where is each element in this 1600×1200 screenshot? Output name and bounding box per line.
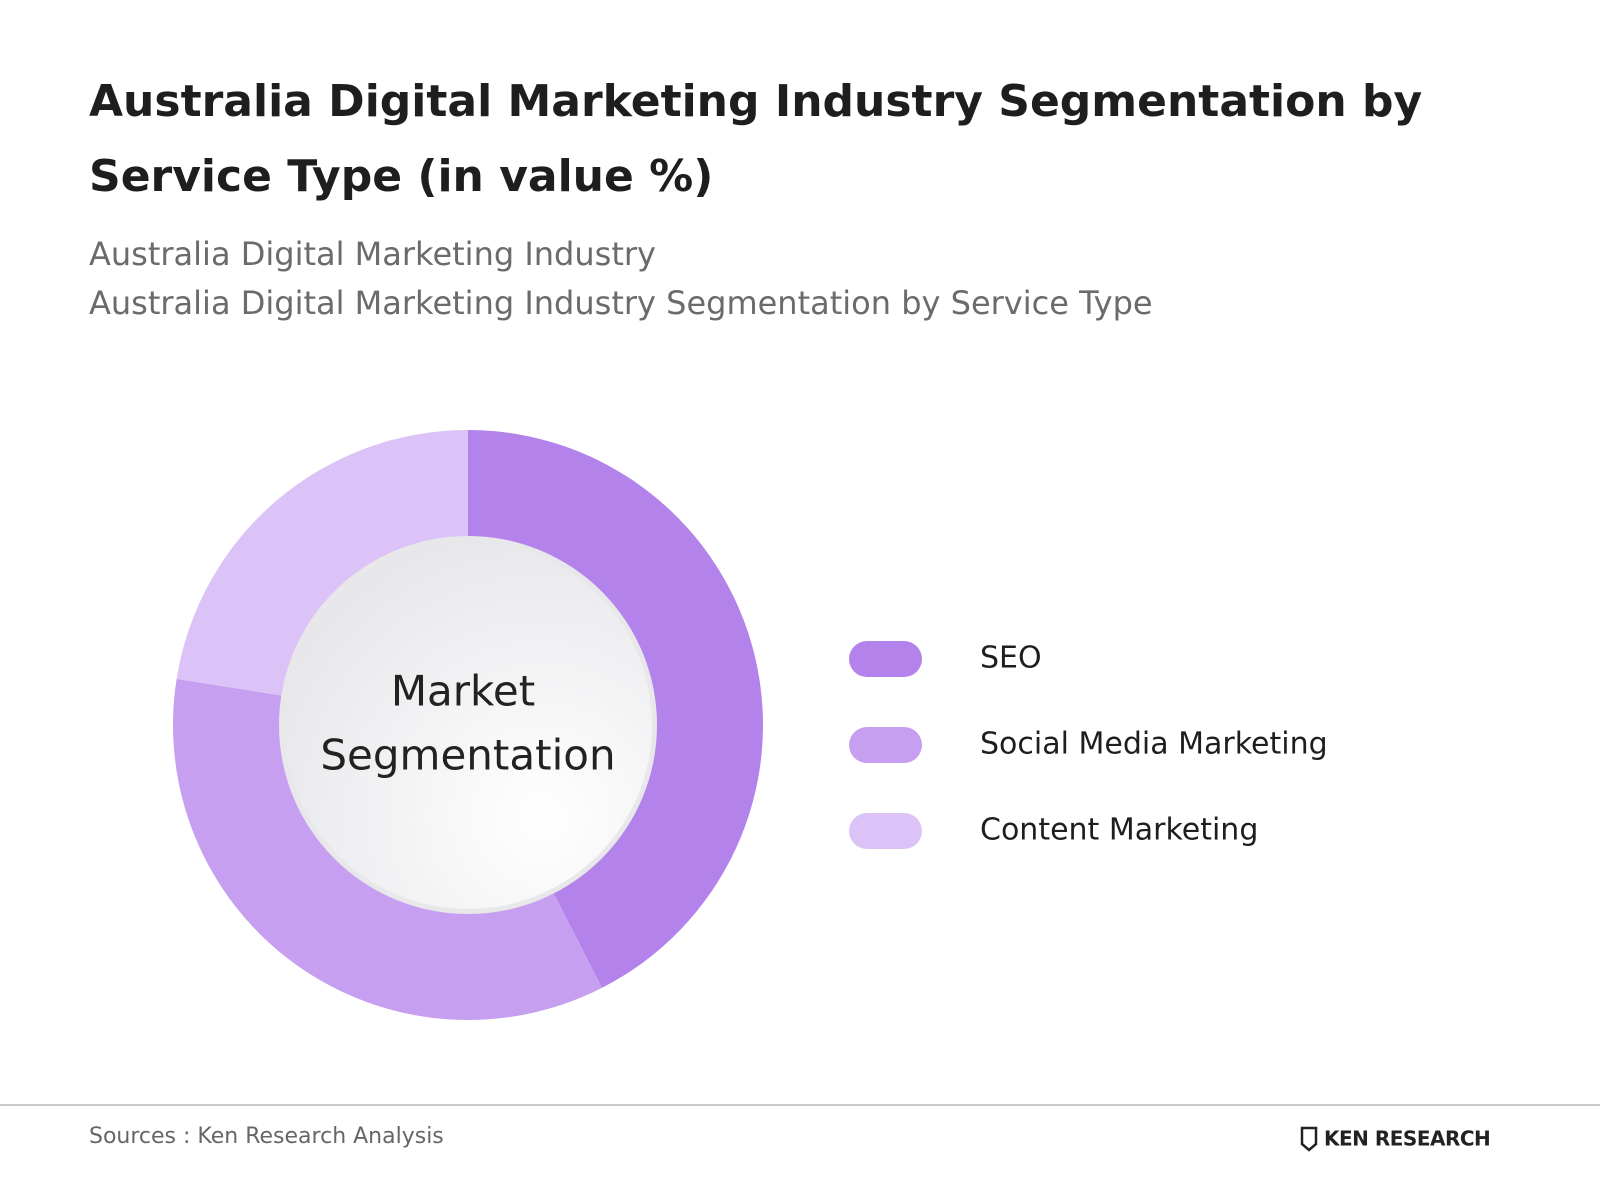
source: Sources : Ken Research Analysis: [89, 1124, 444, 1149]
logo: KEN RESEARCH: [1324, 1127, 1490, 1151]
subtitle: Australia Digital Marketing Industry Seg…: [89, 284, 1153, 322]
legend-label: Content Marketing: [980, 813, 1258, 848]
legend-label: Social Media Marketing: [980, 727, 1328, 762]
center-label: Segmentation: [320, 731, 615, 780]
center-label: Market: [391, 667, 535, 716]
donut-segment: [173, 678, 602, 1020]
legend-swatch: [849, 641, 922, 677]
logo-icon: [1300, 1126, 1318, 1152]
hole: [284, 541, 652, 909]
chart-title: Service Type (in value %): [89, 151, 713, 202]
chart-title: Australia Digital Marketing Industry Seg…: [89, 76, 1422, 127]
donut: [173, 430, 763, 1020]
legend-swatch: [849, 813, 922, 849]
donut-segment: [176, 430, 468, 697]
subtitle: Australia Digital Marketing Industry: [89, 235, 656, 273]
legend-swatch: [849, 727, 922, 763]
legend-label: SEO: [980, 641, 1042, 676]
donut-segment: [468, 430, 763, 988]
legend: SEO Social Media Marketing Content Marketi…: [849, 641, 1328, 849]
